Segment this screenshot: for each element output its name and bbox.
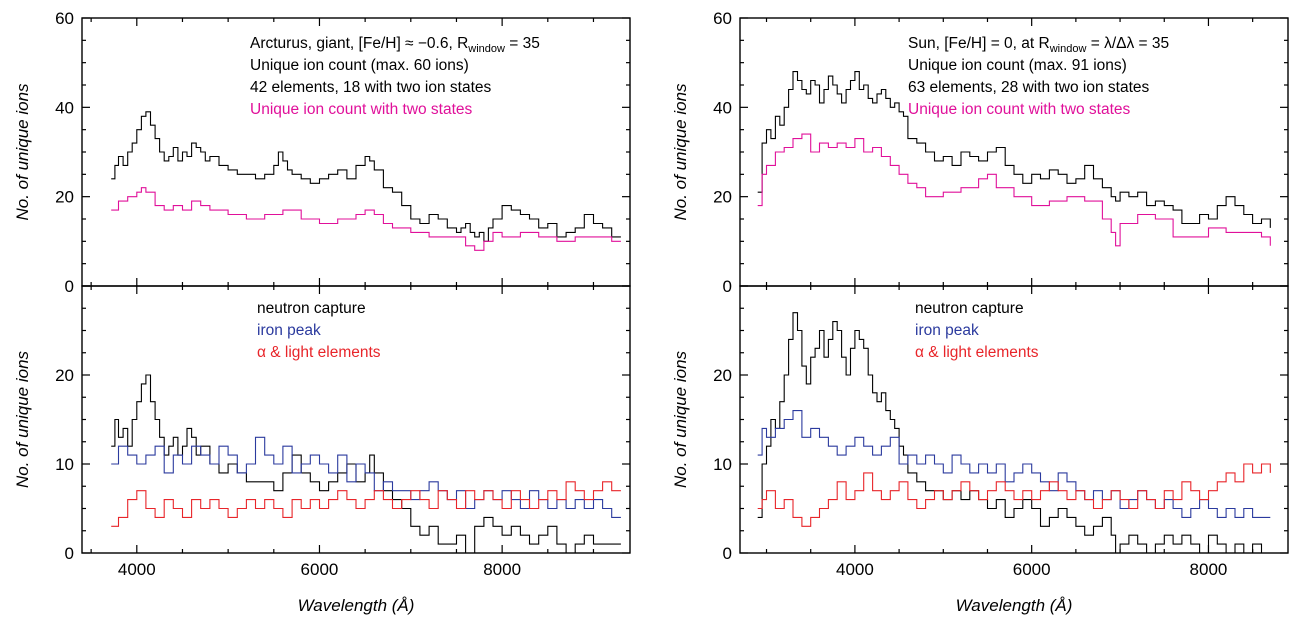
annotation-line: Unique ion count with two states bbox=[250, 101, 473, 118]
annotation-line: neutron capture bbox=[257, 300, 366, 317]
x-tick-label: 6000 bbox=[1013, 560, 1051, 579]
panel-top-right: 0 20 40 60 No. of unique ions Sun, [Fe/H] = 0… bbox=[671, 9, 1289, 296]
y-tick-label: 60 bbox=[713, 9, 732, 28]
y-tick-label: 40 bbox=[55, 98, 74, 117]
y-tick-label: 20 bbox=[55, 188, 74, 207]
annotation-line: 42 elements, 18 with two ion states bbox=[250, 79, 491, 96]
series-line-0 bbox=[111, 111, 621, 242]
y-axis-title: No. of unique ions bbox=[671, 83, 690, 221]
series-line-1 bbox=[111, 436, 621, 518]
annotation-line: Unique ion count (max. 91 ions) bbox=[908, 57, 1127, 74]
panel-top-left: 0 20 40 60 No. of unique ions Arcturus, giant… bbox=[13, 9, 631, 296]
y-tick-label: 10 bbox=[55, 455, 74, 474]
y-tick-label: 10 bbox=[713, 455, 732, 474]
x-tick-label: 8000 bbox=[483, 560, 521, 579]
annotation-line: 63 elements, 28 with two ion states bbox=[908, 79, 1149, 96]
panel-bottom-left: 4000 6000 8000 0 10 20 No. of unique ions Wavel… bbox=[13, 285, 631, 615]
series-line-0 bbox=[111, 374, 621, 554]
x-tick-label: 4000 bbox=[118, 560, 156, 579]
annotation-line: iron peak bbox=[257, 322, 321, 339]
annotation-line: Unique ion count with two states bbox=[908, 101, 1131, 118]
x-axis-title: Wavelength (Å) bbox=[298, 596, 415, 615]
annotation-line: Arcturus, giant, [Fe/H] ≈ −0.6, Rwindow … bbox=[250, 35, 540, 55]
y-axis-title: No. of unique ions bbox=[671, 350, 690, 488]
series-line-2 bbox=[757, 463, 1271, 527]
y-tick-label: 0 bbox=[723, 544, 732, 563]
series-line-0 bbox=[757, 71, 1271, 228]
annotation-line: α & light elements bbox=[257, 344, 381, 361]
y-axis-title: No. of unique ions bbox=[13, 350, 32, 488]
y-tick-label: 20 bbox=[713, 188, 732, 207]
y-tick-label: 0 bbox=[65, 544, 74, 563]
series-line-1 bbox=[111, 187, 621, 251]
annotation-line: α & light elements bbox=[915, 344, 1039, 361]
annotation-line: Sun, [Fe/H] = 0, at Rwindow = λ/Δλ = 35 bbox=[908, 35, 1169, 55]
y-tick-label: 40 bbox=[713, 98, 732, 117]
panel-bottom-right: 4000 6000 8000 0 10 20 No. of unique ions Wavel… bbox=[671, 285, 1289, 615]
y-axis-title: No. of unique ions bbox=[13, 83, 32, 221]
y-tick-label: 0 bbox=[723, 277, 732, 296]
y-tick-label: 60 bbox=[55, 9, 74, 28]
series-line-1 bbox=[757, 133, 1271, 247]
x-tick-label: 6000 bbox=[301, 560, 339, 579]
x-axis-title: Wavelength (Å) bbox=[956, 596, 1073, 615]
annotation-line: Unique ion count (max. 60 ions) bbox=[250, 57, 469, 74]
annotation-line: iron peak bbox=[915, 322, 979, 339]
y-tick-label: 20 bbox=[713, 366, 732, 385]
series-line-1 bbox=[757, 410, 1271, 518]
series-line-2 bbox=[111, 481, 621, 527]
x-tick-label: 8000 bbox=[1190, 560, 1228, 579]
annotation-line: neutron capture bbox=[915, 300, 1024, 317]
y-tick-label: 20 bbox=[55, 366, 74, 385]
x-tick-label: 4000 bbox=[836, 560, 874, 579]
y-tick-label: 0 bbox=[65, 277, 74, 296]
